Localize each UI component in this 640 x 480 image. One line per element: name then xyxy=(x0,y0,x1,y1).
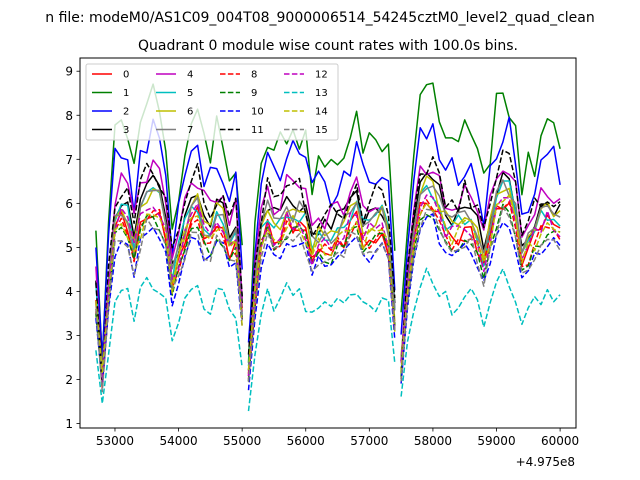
series-layer xyxy=(95,82,561,412)
series-line-14 xyxy=(95,194,561,374)
y-tick-label: 7 xyxy=(65,153,73,167)
legend-label-7: 7 xyxy=(187,125,193,136)
x-axis-offset-label: +4.975e8 xyxy=(516,455,575,469)
plot-frame xyxy=(79,57,577,429)
legend-label-8: 8 xyxy=(251,70,257,81)
x-tick-label: 57000 xyxy=(350,434,388,448)
y-tick-label: 2 xyxy=(65,373,73,387)
axis-ticks: 53000 54000 55000 56000 57000 58000 59000 60000… xyxy=(65,65,579,448)
legend-label-0: 0 xyxy=(123,70,129,81)
legend-label-4: 4 xyxy=(187,70,193,81)
legend-label-9: 9 xyxy=(251,88,257,99)
x-tick-label: 58000 xyxy=(414,434,452,448)
legend-label-11: 11 xyxy=(251,125,264,136)
y-tick-label: 3 xyxy=(65,329,73,343)
series-line-15 xyxy=(95,205,561,393)
legend-label-2: 2 xyxy=(123,107,129,118)
x-tick-label: 56000 xyxy=(287,434,325,448)
series-line-13 xyxy=(95,267,561,412)
x-tick-label: 59000 xyxy=(477,434,515,448)
series-line-7 xyxy=(95,179,561,381)
legend-box xyxy=(85,63,339,141)
legend-label-13: 13 xyxy=(315,88,328,99)
legend-label-10: 10 xyxy=(251,107,264,118)
y-tick-label: 9 xyxy=(65,65,73,79)
x-tick-label: 55000 xyxy=(223,434,261,448)
chart-suptitle: n file: modeM0/AS1C09_004T08_9000006514_… xyxy=(45,10,594,26)
series-line-2 xyxy=(95,116,561,358)
legend-label-15: 15 xyxy=(315,125,328,136)
legend-label-1: 1 xyxy=(123,88,129,99)
x-tick-label: 54000 xyxy=(159,434,197,448)
legend-label-3: 3 xyxy=(123,125,129,136)
x-tick-label: 60000 xyxy=(541,434,579,448)
chart-title: Quadrant 0 module wise count rates with … xyxy=(138,38,518,54)
y-tick-label: 4 xyxy=(65,285,73,299)
series-line-12 xyxy=(95,194,561,385)
y-tick-label: 1 xyxy=(65,417,73,431)
legend-label-6: 6 xyxy=(187,107,193,118)
y-tick-label: 6 xyxy=(65,197,73,211)
legend-label-5: 5 xyxy=(187,88,193,99)
series-line-11 xyxy=(95,149,561,383)
legend-label-12: 12 xyxy=(315,70,328,81)
legend-label-14: 14 xyxy=(315,107,328,118)
series-line-4 xyxy=(95,159,561,383)
x-tick-label: 53000 xyxy=(96,434,134,448)
y-tick-label: 8 xyxy=(65,109,73,123)
y-tick-label: 5 xyxy=(65,241,73,255)
